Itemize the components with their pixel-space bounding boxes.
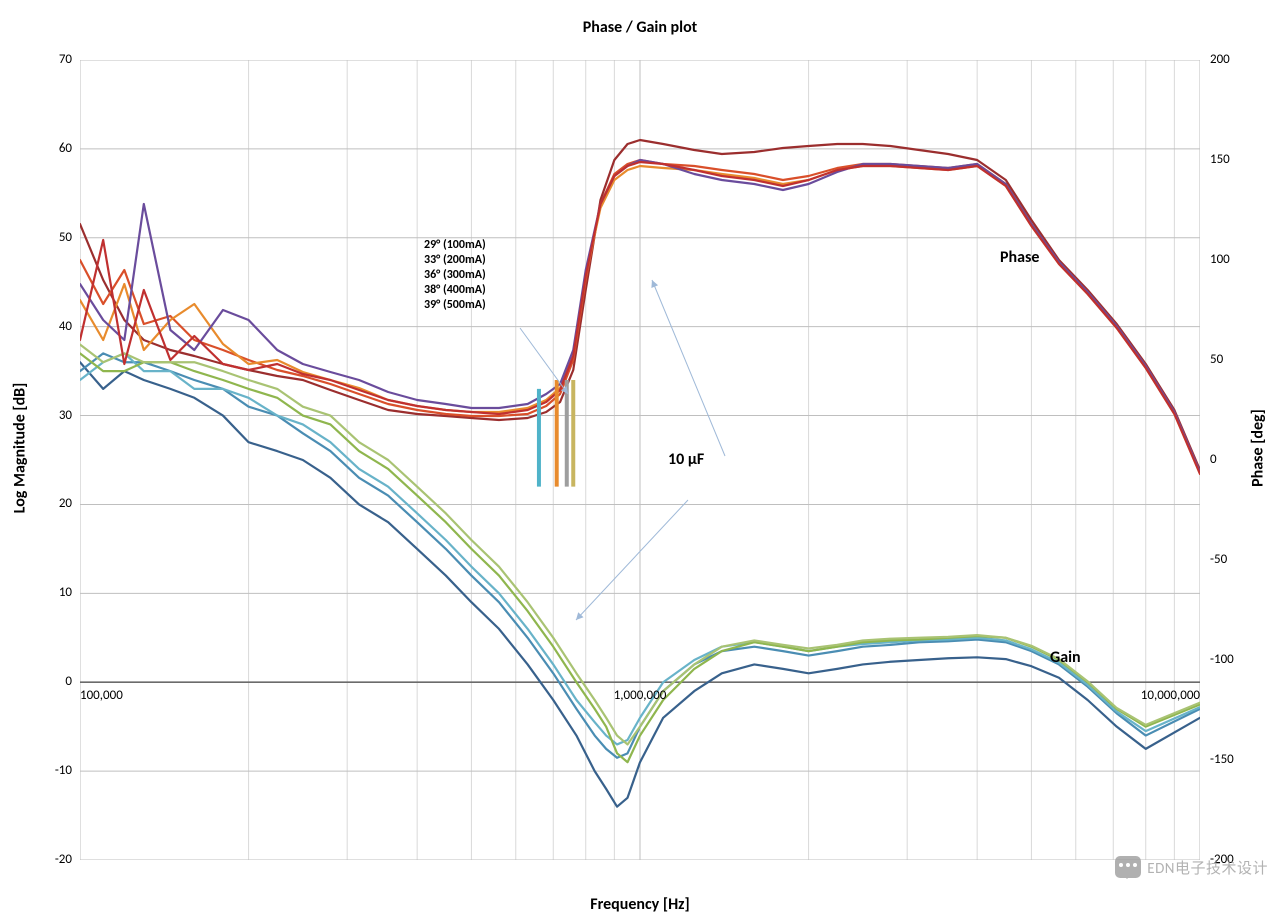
y-right-axis-label: Phase [deg] — [1249, 409, 1268, 487]
tick-label: 200 — [1210, 52, 1230, 67]
plot-svg — [80, 60, 1200, 860]
tick-label: -100 — [1210, 652, 1234, 667]
watermark: EDN电子技术设计 — [1115, 856, 1268, 878]
tick-label: 70 — [59, 52, 72, 67]
tick-label: 40 — [59, 319, 72, 334]
capacitor-annotation: 10 µF — [668, 450, 704, 469]
tick-label: 20 — [59, 496, 72, 511]
tick-label: -20 — [55, 852, 72, 867]
tick-label: 100 — [1210, 252, 1230, 267]
chart-title: Phase / Gain plot — [0, 18, 1280, 37]
tick-label: 10 — [59, 585, 72, 600]
tick-label: 10,000,000 — [1141, 688, 1200, 703]
gain-annotation: Gain — [1050, 648, 1081, 667]
phase-margin-list: 29° (100mA)33° (200mA)36° (300mA)38° (40… — [424, 238, 486, 313]
tick-label: 1,000,000 — [614, 688, 667, 703]
tick-label: 50 — [59, 230, 72, 245]
phase-annotation: Phase — [1000, 248, 1039, 267]
chat-icon — [1115, 856, 1141, 878]
plot-area — [80, 60, 1200, 860]
tick-label: 0 — [1210, 452, 1217, 467]
tick-label: -150 — [1210, 752, 1234, 767]
tick-label: -10 — [55, 763, 72, 778]
watermark-text: EDN电子技术设计 — [1147, 857, 1268, 878]
tick-label: 100,000 — [80, 688, 123, 703]
tick-label: 50 — [1210, 352, 1223, 367]
tick-label: 0 — [65, 674, 72, 689]
y-left-axis-label: Log Magnitude [dB] — [11, 383, 30, 514]
tick-label: 30 — [59, 408, 72, 423]
tick-label: -50 — [1210, 552, 1227, 567]
x-axis-label: Frequency [Hz] — [0, 895, 1280, 914]
tick-label: 150 — [1210, 152, 1230, 167]
tick-label: 60 — [59, 141, 72, 156]
